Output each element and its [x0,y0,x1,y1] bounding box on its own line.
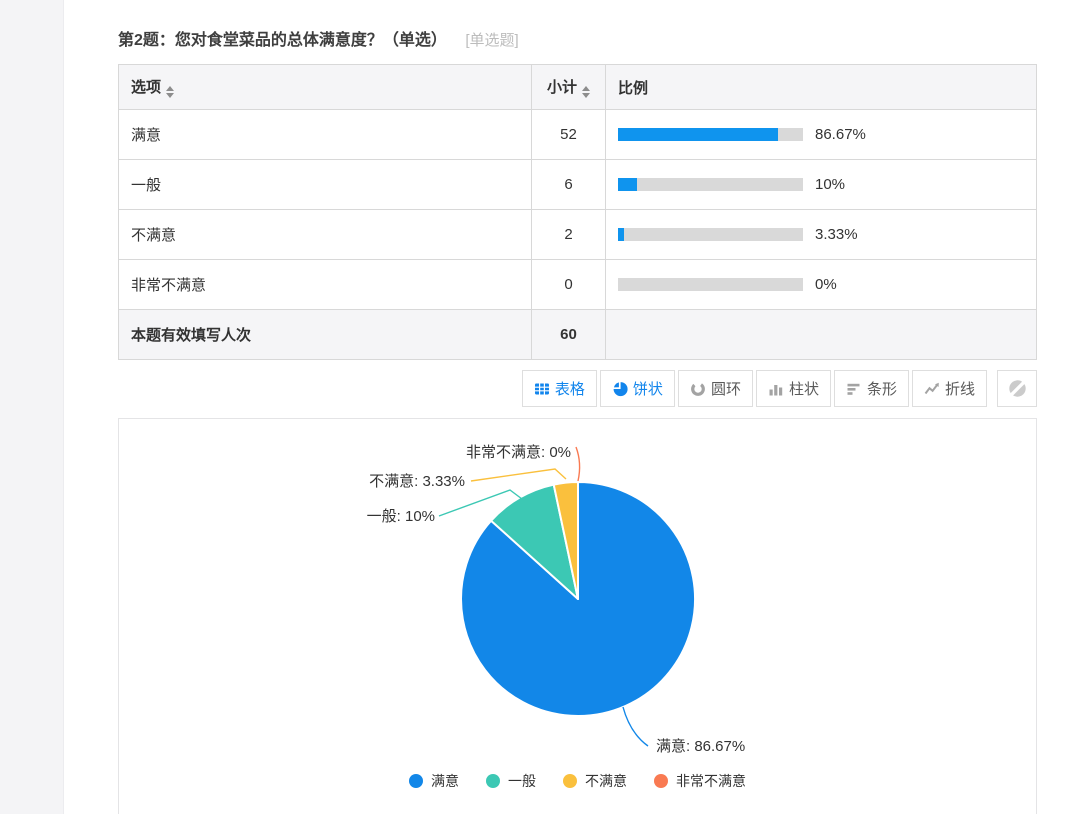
ratio-bar-fill [618,228,625,241]
table-row: 一般 6 10% [118,159,1037,210]
slashed-circle-icon [1008,379,1027,398]
legend-item-1[interactable]: 一般 [486,771,536,791]
option-cell: 非常不满意 [118,259,532,310]
ratio-bar-track [618,178,803,191]
count-column-header[interactable]: 小计 [531,64,606,110]
percent-label: 3.33% [815,226,858,243]
ratio-column-header: 比例 [605,64,1037,110]
footer-ratio-cell [605,309,1037,360]
extra-toolbar-button[interactable] [997,370,1037,407]
ratio-bar-fill [618,178,637,191]
table-footer-row: 本题有效填写人次 60 [118,309,1037,360]
ratio-bar-track [618,278,803,291]
table-row: 非常不满意 0 0% [118,259,1037,310]
chart-legend: 满意 一般 不满意 非常不满意 [119,771,1036,791]
条形-chart-button[interactable]: 条形 [833,370,909,407]
sort-icon[interactable] [582,86,590,98]
table-icon [534,381,550,397]
option-cell: 不满意 [118,209,532,260]
ratio-cell: 0% [605,259,1037,310]
percent-label: 10% [815,176,846,193]
pie-label-line [470,468,567,482]
count-cell: 2 [531,209,606,260]
toolbar-button-label: 圆环 [710,381,741,398]
stats-table: 选项 小计 比例 满意 52 86.67% 一般 6 10% 不满意 2 3.33% 非常不满意 0… [118,64,1037,360]
percent-label: 0% [815,276,837,293]
legend-label: 不满意 [585,773,627,789]
toolbar-button-label: 饼状 [632,381,663,398]
pie-label-line [622,706,649,747]
question-type-tag: [单选题] [465,32,519,49]
toolbar-button-label: 条形 [866,381,897,398]
pie-label-line [438,489,523,517]
ratio-bar-track [618,228,803,241]
pie-chart-icon [612,381,628,397]
donut-chart-icon [690,381,706,397]
legend-item-0[interactable]: 满意 [409,771,459,791]
legend-item-3[interactable]: 非常不满意 [654,771,746,791]
legend-dot [486,774,500,788]
option-cell: 满意 [118,109,532,160]
legend-item-2[interactable]: 不满意 [563,771,627,791]
question-title: 第2题：您对食堂菜品的总体满意度？（单选） [118,32,447,49]
legend-label: 满意 [431,773,459,789]
table-header-row: 选项 小计 比例 [118,64,1037,110]
表格-chart-button[interactable]: 表格 [521,370,597,407]
table-row: 满意 52 86.67% [118,109,1037,160]
legend-dot [563,774,577,788]
bar-chart-icon [846,381,862,397]
pie-label: 非常不满意: 0% [466,443,571,461]
question-stats-section: 第2题：您对食堂菜品的总体满意度？（单选） [单选题] 选项 小计 比例 满意 5… [118,0,1037,814]
footer-count: 60 [531,309,606,360]
ratio-bar-track [618,128,803,141]
percent-label: 86.67% [815,126,866,143]
count-cell: 0 [531,259,606,310]
legend-dot [654,774,668,788]
footer-label: 本题有效填写人次 [118,309,532,360]
sort-icon[interactable] [166,86,175,98]
ratio-cell: 3.33% [605,209,1037,260]
pie-chart-panel: 满意: 86.67% 一般: 10% 不满意: 3.33% 非常不满意: 0% 满意 一… [118,418,1037,814]
柱状-chart-button[interactable]: 柱状 [755,370,831,407]
pie-label-line [575,446,581,482]
question-title-row: 第2题：您对食堂菜品的总体满意度？（单选） [单选题] [118,0,1037,51]
table-body: 满意 52 86.67% 一般 6 10% 不满意 2 3.33% 非常不满意 0 0% [118,109,1037,310]
pie-label: 一般: 10% [367,508,435,525]
ratio-cell: 10% [605,159,1037,210]
ratio-cell: 86.67% [605,109,1037,160]
pie-chart: 满意: 86.67% 一般: 10% 不满意: 3.33%非常不满意: 0% [367,443,746,755]
count-cell: 52 [531,109,606,160]
pie-label: 满意: 86.67% [656,737,745,755]
line-chart-icon [924,381,940,397]
toolbar-button-label: 柱状 [788,381,819,398]
饼状-chart-button[interactable]: 饼状 [599,370,675,407]
legend-label: 非常不满意 [676,773,746,789]
left-gutter [0,0,64,814]
折线-chart-button[interactable]: 折线 [911,370,987,407]
legend-dot [409,774,423,788]
ratio-bar-fill [618,128,779,141]
option-column-header[interactable]: 选项 [118,64,532,110]
legend-label: 一般 [508,773,536,789]
count-cell: 6 [531,159,606,210]
toolbar-button-label: 表格 [554,381,585,398]
pie-label: 不满意: 3.33% [369,472,465,490]
pie-slice-2[interactable] [552,481,579,600]
option-cell: 一般 [118,159,532,210]
chart-type-toolbar: 表格 饼状 圆环 柱状 条形 折线 [118,370,1037,407]
toolbar-button-label: 折线 [944,381,975,398]
column-chart-icon [768,381,784,397]
table-row: 不满意 2 3.33% [118,209,1037,260]
圆环-chart-button[interactable]: 圆环 [677,370,753,407]
